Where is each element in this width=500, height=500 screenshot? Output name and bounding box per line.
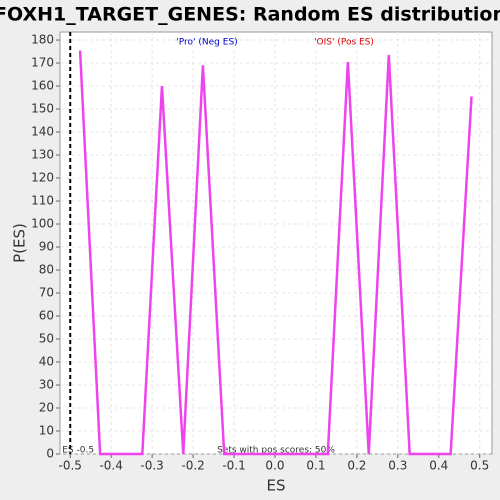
y-tick-label: 170: [31, 56, 54, 70]
y-tick-label: 180: [31, 33, 54, 47]
y-tick-label: 130: [31, 148, 54, 162]
chart-title: FOXH1_TARGET_GENES: Random ES distributi…: [0, 4, 500, 26]
y-tick-label: 90: [39, 240, 54, 254]
y-tick-label: 100: [31, 217, 54, 231]
y-tick-label: 50: [39, 332, 54, 346]
y-tick-label: 70: [39, 286, 54, 300]
plot-area: [59, 31, 493, 455]
x-tick-label: 0.0: [265, 459, 284, 473]
x-tick-label: 0.4: [429, 459, 448, 473]
y-tick-label: 0: [46, 447, 54, 461]
y-tick-label: 20: [39, 401, 54, 415]
annotation: 'Pro' (Neg ES): [176, 38, 237, 48]
x-tick-label: 0.5: [470, 459, 489, 473]
x-tick-label: -0.5: [59, 459, 82, 473]
y-tick-label: 120: [31, 171, 54, 185]
y-tick-label: 160: [31, 79, 54, 93]
y-tick-label: 140: [31, 125, 54, 139]
x-tick-label: -0.1: [222, 459, 245, 473]
series-line: [78, 50, 473, 456]
x-tick-label: -0.4: [99, 459, 122, 473]
annotation: Sets with pos scores: 50%: [217, 446, 335, 456]
y-tick-label: 150: [31, 102, 54, 116]
y-tick-label: 80: [39, 263, 54, 277]
x-tick-label: -0.3: [140, 459, 163, 473]
x-tick-label: 0.1: [306, 459, 325, 473]
x-axis-label: ES: [267, 477, 286, 495]
y-tick-label: 40: [39, 355, 54, 369]
y-tick-label: 30: [39, 378, 54, 392]
marker-label: ES -0.5: [62, 446, 94, 456]
x-tick-label: 0.2: [347, 459, 366, 473]
annotation: 'OIS' (Pos ES): [314, 38, 374, 48]
y-tick-label: 10: [39, 424, 54, 438]
x-tick-label: -0.2: [181, 459, 204, 473]
y-tick-label: 60: [39, 309, 54, 323]
x-tick-label: 0.3: [388, 459, 407, 473]
y-tick-label: 110: [31, 194, 54, 208]
y-axis-label: P(ES): [11, 223, 29, 263]
